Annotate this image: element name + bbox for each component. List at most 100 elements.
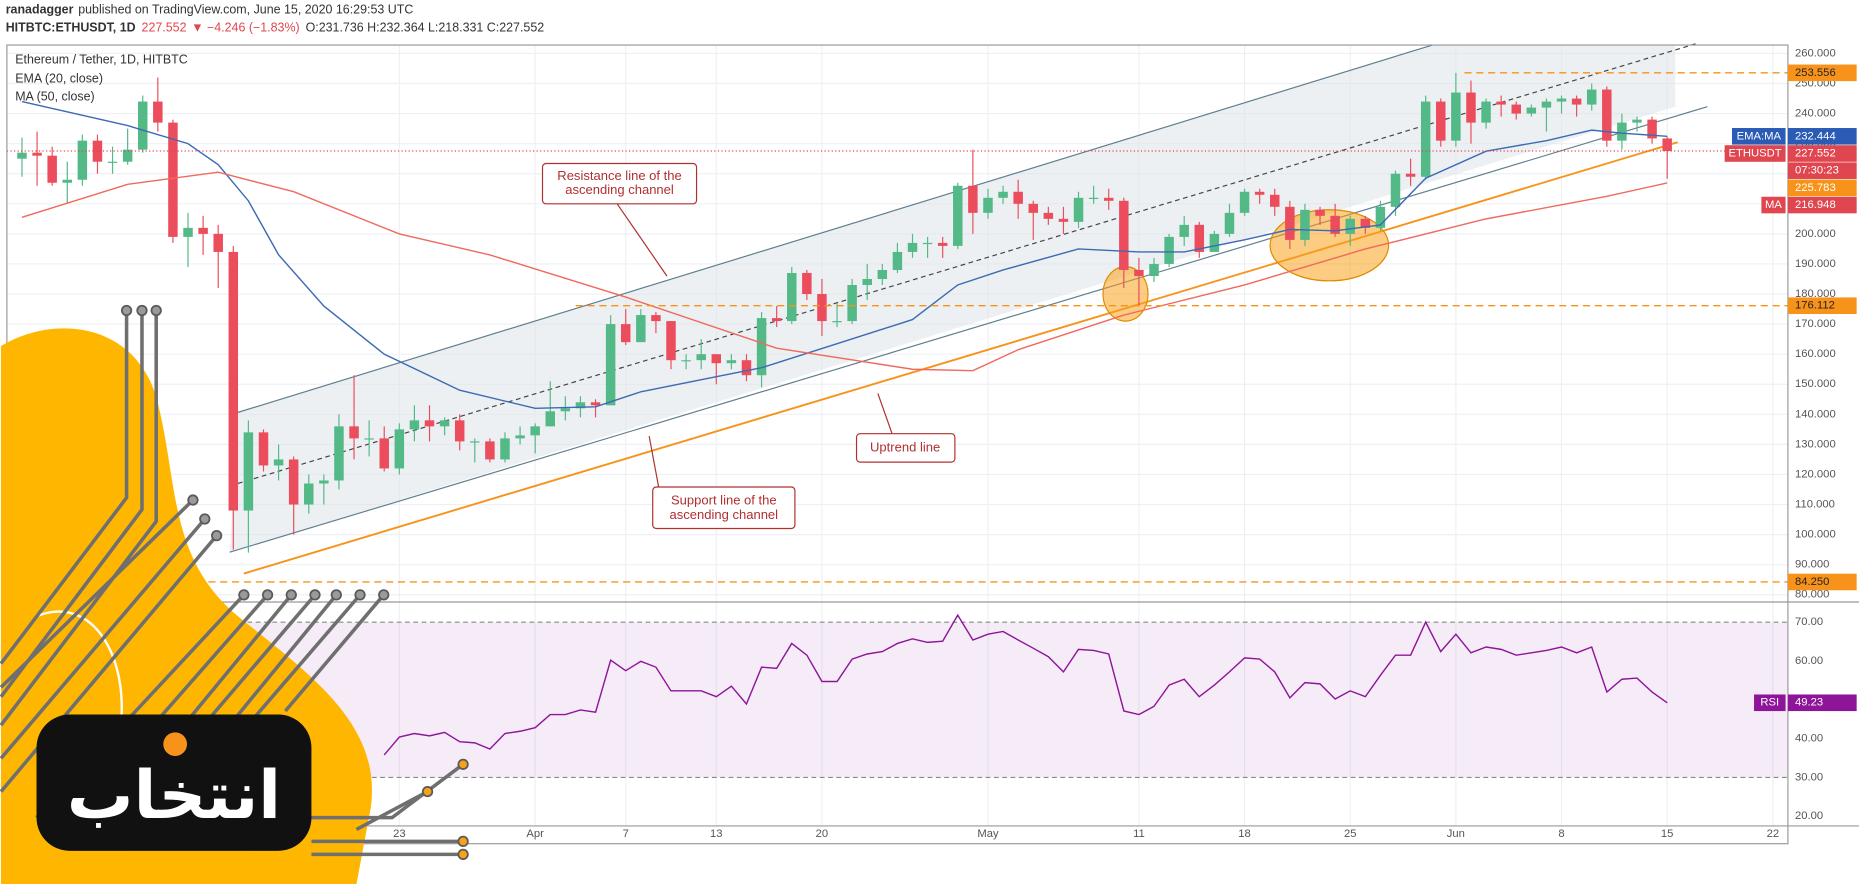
candle-body <box>198 227 208 234</box>
candle-body <box>998 191 1008 198</box>
badge-box <box>1787 694 1857 712</box>
candle-body <box>1556 98 1567 102</box>
annotation-box <box>541 162 698 205</box>
y-tick-label: 110.000 <box>1795 499 1835 511</box>
y-tick-label: 190.000 <box>1795 258 1836 270</box>
candle-body <box>1285 206 1295 240</box>
candle-body <box>1254 191 1265 195</box>
annotation-text: Support line of the <box>671 493 777 508</box>
candle-body <box>1632 119 1642 123</box>
candle-body <box>605 324 616 406</box>
candle-body <box>137 101 148 150</box>
candle-body <box>1224 212 1235 234</box>
candle-body <box>983 197 993 213</box>
x-tick-label: May <box>977 828 999 840</box>
watermark-curve <box>36 610 123 735</box>
candle-body <box>1466 92 1476 123</box>
candle-body <box>243 432 254 511</box>
candle-body <box>319 480 329 484</box>
author: ranadagger <box>6 3 74 17</box>
candle-body <box>304 483 314 505</box>
badge-name-box <box>1761 196 1786 214</box>
level-label: 84.250 <box>1795 576 1829 588</box>
candle-body <box>862 278 872 286</box>
x-tick-label: 15 <box>1661 828 1674 840</box>
logo-coin <box>163 732 188 757</box>
candle-body <box>213 233 223 252</box>
y-tick-label: 170.000 <box>1795 318 1836 330</box>
y-tick-label: 160.000 <box>1795 348 1836 360</box>
candle-body <box>1496 101 1506 105</box>
candle-body <box>1209 233 1220 252</box>
channel-support <box>229 106 1708 553</box>
legend-title: Ethereum / Tether, 1D, HITBTC <box>15 53 188 67</box>
candle-body <box>1239 191 1250 213</box>
candle-body <box>1330 215 1340 234</box>
annotation-arrow <box>616 203 668 277</box>
candle-body <box>32 152 42 156</box>
candle-body <box>439 420 450 427</box>
candle-body <box>968 185 978 213</box>
candle-body <box>1481 101 1491 123</box>
y-tick-label: 240.000 <box>1795 108 1836 120</box>
candle-body <box>1602 89 1612 141</box>
candle-body <box>334 426 344 481</box>
circuit-nodes <box>120 304 469 861</box>
candle-body <box>1375 206 1386 228</box>
badge-box <box>1787 145 1857 162</box>
series-line <box>21 100 1668 410</box>
candle-body <box>228 251 239 511</box>
candle-body <box>379 438 389 469</box>
uptrend-line <box>243 141 1678 575</box>
badge-name: MA <box>1765 199 1782 211</box>
logo-text: انتخاب <box>67 756 281 834</box>
candle-body <box>485 441 495 460</box>
y-tick-label: 40.00 <box>1795 733 1823 745</box>
candle-body <box>1179 224 1189 237</box>
candle-body <box>1315 209 1325 216</box>
legend-entry: EMA (20, close) <box>15 72 103 86</box>
badge-box <box>1787 179 1857 197</box>
candle-body <box>273 459 284 466</box>
y-tick-label: 200.000 <box>1795 228 1836 240</box>
level-label: 176.112 <box>1795 300 1835 312</box>
annotation-box <box>855 433 956 463</box>
x-tick-label: 13 <box>710 828 723 840</box>
candle-body <box>168 122 178 237</box>
watermark: انتخاب <box>0 304 469 884</box>
badge-name: EMA:MA <box>1737 130 1782 142</box>
published: published on TradingView.com, June 15, 2… <box>78 3 413 17</box>
candle-body <box>1526 107 1537 114</box>
badge-countdown: 07:30:23 <box>1795 165 1839 177</box>
channel-fill <box>229 45 1676 553</box>
candle-body <box>756 318 767 376</box>
candle-body <box>1043 212 1054 219</box>
candle-body <box>500 438 510 460</box>
candle-body <box>1119 200 1129 270</box>
candle-body <box>17 152 27 159</box>
candle-body <box>1451 92 1461 141</box>
x-tick-label: 20 <box>816 828 829 840</box>
candle-body <box>424 420 435 427</box>
y-tick-label: 80.000 <box>1795 589 1829 601</box>
x-tick-label: 25 <box>1344 828 1357 840</box>
candle-body <box>1300 209 1310 240</box>
annotation-arrow <box>877 393 893 434</box>
change: ▼ −4.246 (−1.83%) <box>191 21 299 35</box>
symbol-line: HITBTC:ETHUSDT, 1D 227.552 ▼ −4.246 (−1.83… <box>6 21 545 35</box>
candle-body <box>817 294 827 322</box>
plot <box>6 72 1788 756</box>
legend-entry: MA (50, close) <box>15 89 95 103</box>
badge-value: 227.552 <box>1795 147 1836 159</box>
candle-body <box>1511 104 1521 114</box>
candle-body <box>183 227 193 237</box>
x-tick-label: 18 <box>1238 828 1251 840</box>
candle-body <box>470 441 480 443</box>
badge-name-box <box>1724 145 1786 162</box>
x-tick-label: 8 <box>1558 828 1564 840</box>
y-tick-label: 250.000 <box>1795 77 1836 89</box>
candle-body <box>364 438 374 440</box>
badge-name-box <box>1754 694 1786 712</box>
candle-body <box>802 272 812 295</box>
